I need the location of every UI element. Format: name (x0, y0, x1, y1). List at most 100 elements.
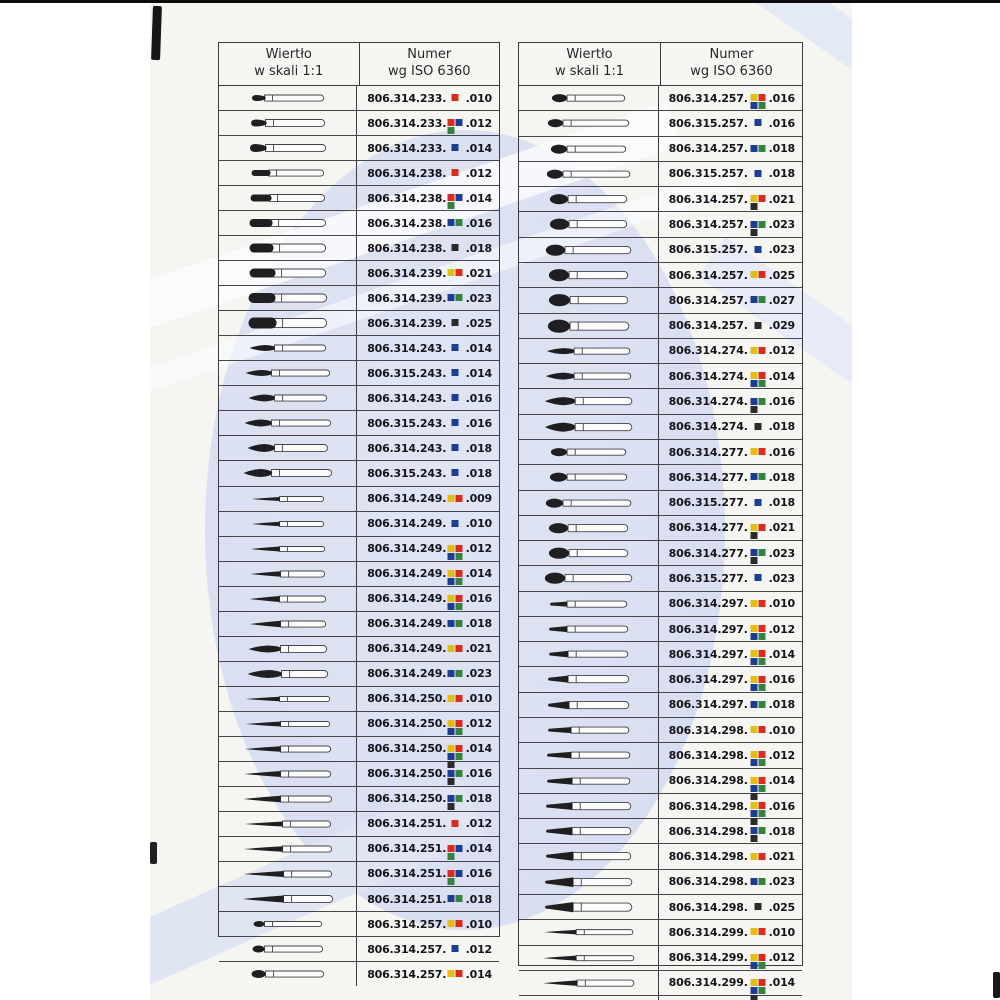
yellow-grit-square (750, 852, 758, 860)
color-code-row (750, 203, 758, 211)
number-cell: 806.314.257. .018 (659, 137, 802, 161)
color-code-row (750, 94, 766, 102)
yellow-grit-square (447, 594, 455, 602)
red-grit-square (455, 594, 463, 602)
table-row: 806.314.257. .012 (219, 936, 499, 962)
yellow-grit-square (750, 94, 758, 102)
number-cell: 806.314.238. .016 (357, 211, 499, 235)
bur-illustration (219, 487, 356, 511)
iso-number: 806.314.249. (367, 642, 447, 656)
bur-cell (519, 869, 659, 894)
red-grit-square (455, 920, 463, 928)
color-code-row (750, 625, 766, 633)
size-label: .021 (465, 266, 493, 280)
color-code-squares (447, 719, 463, 735)
size-label: .018 (465, 792, 493, 806)
bur-illustration (519, 566, 658, 590)
iso-number: 806.314.297. (668, 622, 748, 636)
color-code-squares (750, 650, 766, 666)
green-grit-square (455, 294, 463, 302)
blue-grit-square (750, 296, 758, 304)
number-cell: 806.314.249. .021 (357, 637, 499, 661)
color-code (750, 94, 767, 110)
table-row: 806.314.298. .012 (519, 742, 802, 768)
size-label: .014 (465, 341, 493, 355)
table-row: 806.314.299. .014 (519, 969, 802, 1000)
bur-cell (219, 836, 358, 861)
green-grit-square (447, 202, 455, 210)
bur-cell (219, 511, 358, 536)
color-code (447, 694, 464, 703)
bur-cell (519, 465, 659, 490)
red-grit-square (455, 269, 463, 277)
number-cell: 806.315.243. .016 (357, 411, 499, 435)
iso-number: 806.314.233. (367, 91, 447, 105)
iso-number: 806.314.257. (668, 319, 748, 333)
black-grit-square (754, 321, 762, 329)
color-code-row (750, 776, 766, 784)
size-label: .009 (465, 492, 493, 506)
bur-illustration (219, 937, 356, 961)
bur-illustration (519, 111, 658, 135)
table-header: Wiertło w skali 1:1 Numer wg ISO 6360 (219, 43, 499, 86)
bur-cell (519, 996, 659, 1000)
red-grit-square (455, 719, 463, 727)
color-code-squares (451, 94, 459, 102)
number-cell: 806.314.249. .018 (357, 612, 499, 636)
blue-grit-square (455, 869, 463, 877)
size-label: .016 (768, 395, 796, 409)
number-cell: 806.314.233. .010 (357, 86, 499, 110)
bur-illustration (519, 971, 658, 995)
color-code (750, 776, 767, 800)
yellow-grit-square (447, 719, 455, 727)
red-grit-square (455, 494, 463, 502)
color-code-row (451, 319, 459, 327)
color-code-squares (750, 852, 766, 860)
table-row: 806.314.233. .010 (219, 86, 499, 111)
number-cell: 806.314.277. .016 (659, 440, 802, 464)
bur-cell (519, 616, 659, 642)
blue-grit-square (750, 144, 758, 152)
color-code (750, 372, 767, 388)
color-code (447, 244, 464, 252)
size-label: .012 (768, 344, 796, 358)
iso-number: 806.314.274. (668, 369, 748, 383)
number-cell: 806.314.243. .014 (357, 336, 499, 360)
bur-illustration (219, 712, 356, 736)
green-grit-square (758, 549, 766, 557)
table-row: 806.314.257. .021 (519, 186, 802, 212)
size-label: .014 (768, 369, 796, 383)
color-code-row (447, 694, 463, 702)
number-cell: 806.314.257. .027 (659, 288, 802, 312)
bur-illustration (519, 743, 658, 767)
iso-number: 806.314.238. (367, 166, 447, 180)
number-cell: 806.314.298. .025 (659, 895, 802, 919)
color-code-row (750, 599, 766, 607)
bur-cell (219, 486, 358, 511)
color-code-row (447, 644, 463, 652)
iso-number: 806.314.297. (668, 698, 748, 712)
color-code-row (750, 827, 766, 835)
color-code (750, 271, 767, 279)
size-label: .021 (465, 642, 493, 656)
color-code (750, 144, 767, 153)
color-code-row (447, 719, 463, 727)
bur-cell (219, 861, 358, 886)
color-code-row (750, 953, 766, 961)
size-label: .012 (465, 542, 493, 556)
color-code (447, 895, 464, 903)
green-grit-square (455, 794, 463, 802)
bur-cell (219, 336, 358, 361)
bur-illustration (219, 737, 356, 761)
green-grit-square (455, 769, 463, 777)
size-label: .018 (768, 824, 796, 838)
table-row: 806.314.239. .023 (219, 285, 499, 311)
color-code (447, 394, 464, 402)
color-code (447, 844, 464, 860)
iso-number: 806.314.297. (668, 647, 748, 661)
color-code (447, 719, 464, 735)
color-code-row (750, 928, 766, 936)
bur-cell (519, 187, 659, 212)
green-grit-square (447, 877, 455, 885)
color-code-row (750, 531, 758, 539)
